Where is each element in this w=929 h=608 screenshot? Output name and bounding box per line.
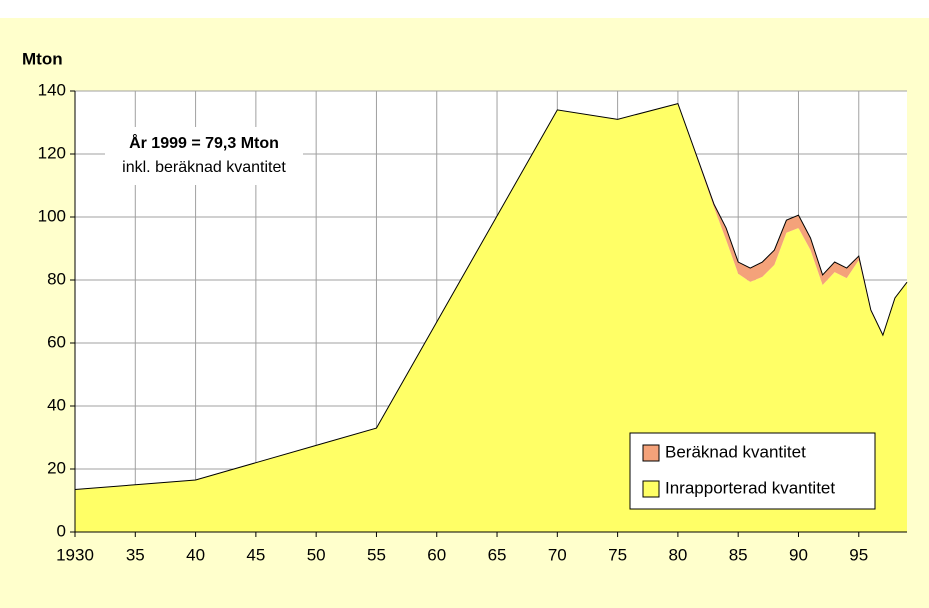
y-axis-label: Mton (22, 49, 63, 68)
x-tick-label: 95 (849, 545, 868, 564)
x-tick-label: 1930 (56, 545, 94, 564)
legend-items: Beräknad kvantitet Inrapporterad kvantite… (642, 442, 835, 498)
annotation-box (105, 127, 303, 185)
legend-swatch (642, 480, 660, 498)
area (75, 103, 907, 532)
legend (629, 432, 876, 510)
y-tick-label: 0 (57, 521, 66, 540)
y-tick-label: 40 (47, 395, 66, 414)
legend-swatch (642, 444, 660, 462)
y-tick-label: 120 (38, 143, 66, 162)
outline (74, 103, 908, 490)
x-tick-label: 90 (789, 545, 808, 564)
x-tick-label: 80 (668, 545, 687, 564)
y-tick-label: 80 (47, 269, 66, 288)
x-tick-label: 70 (548, 545, 567, 564)
y-tick-label: 100 (38, 206, 66, 225)
y-tick-label: 60 (47, 332, 66, 351)
areas (74, 103, 908, 532)
x-tick-label: 50 (307, 545, 326, 564)
x-tick-label: 65 (488, 545, 507, 564)
axes: 0 20 40 60 80 100 120 140 1930 35 40 45 50 55 60 65 70 75… (38, 80, 907, 564)
x-tick-label: 85 (729, 545, 748, 564)
legend-label: Beräknad kvantitet (665, 442, 806, 461)
y-tick-label: 20 (47, 458, 66, 477)
x-tick-label: 40 (186, 545, 205, 564)
x-tick-label: 55 (367, 545, 386, 564)
x-tick-label: 45 (246, 545, 265, 564)
annotation: År 1999 = 79,3 Mton (129, 133, 279, 152)
y-tick-label: 140 (38, 80, 66, 99)
annotation: inkl. beräknad kvantitet (122, 159, 286, 176)
x-tick-label: 35 (126, 545, 145, 564)
legend-label: Inrapporterad kvantitet (665, 478, 835, 497)
x-tick-label: 60 (427, 545, 446, 564)
x-tick-label: 75 (608, 545, 627, 564)
